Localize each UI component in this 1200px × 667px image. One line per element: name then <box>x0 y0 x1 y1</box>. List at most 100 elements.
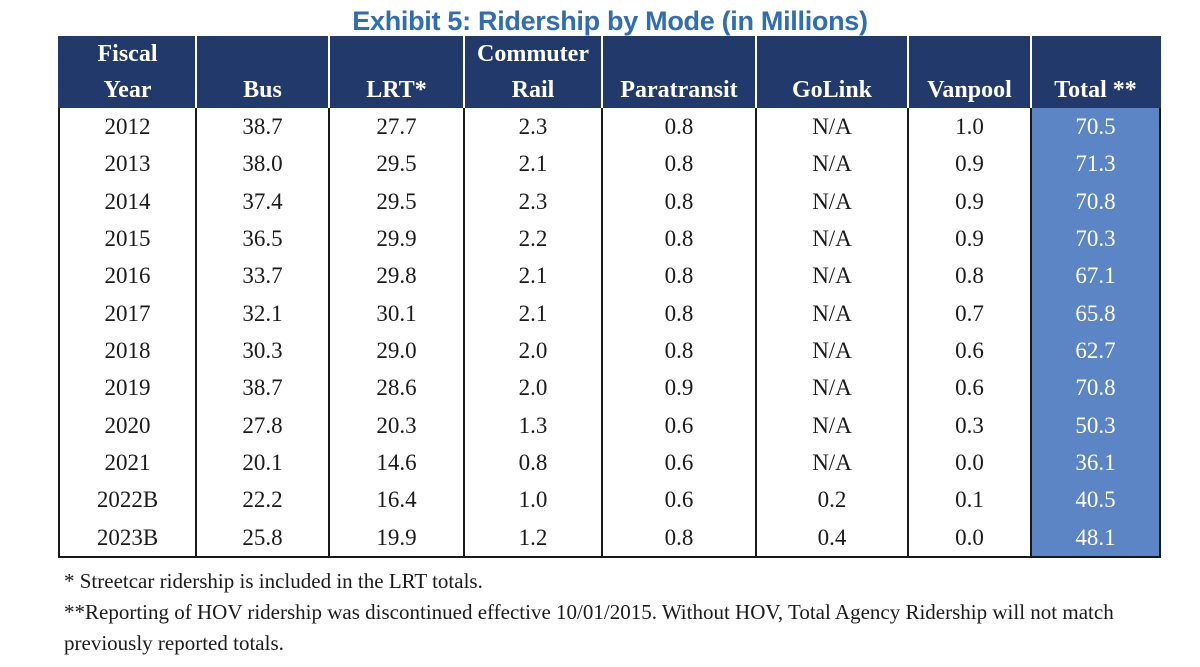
cell-van: 0.6 <box>907 331 1032 370</box>
table-header: Fiscal Commuter Year Bus LRT* Rail Parat… <box>58 36 1161 108</box>
cell-bus: 27.8 <box>195 406 330 444</box>
cell-golink: N/A <box>755 219 909 258</box>
cell-year: 2016 <box>58 257 197 295</box>
cell-total: 71.3 <box>1030 145 1161 183</box>
cell-year: 2015 <box>58 219 197 258</box>
cell-rail: 2.2 <box>463 219 603 258</box>
cell-lrt: 29.9 <box>328 219 465 258</box>
cell-lrt: 30.1 <box>328 294 465 332</box>
cell-van: 0.3 <box>907 406 1032 444</box>
cell-lrt: 29.0 <box>328 331 465 370</box>
cell-year: 2020 <box>58 406 197 444</box>
cell-bus: 25.8 <box>195 518 330 559</box>
cell-bus: 38.7 <box>195 369 330 407</box>
table-row: 2014 37.4 29.5 2.3 0.8 N/A 0.9 70.8 <box>58 182 1161 220</box>
cell-total: 62.7 <box>1030 331 1161 370</box>
cell-bus: 33.7 <box>195 257 330 295</box>
cell-para: 0.8 <box>601 331 757 370</box>
cell-van: 0.9 <box>907 182 1032 220</box>
table-row: 2019 38.7 28.6 2.0 0.9 N/A 0.6 70.8 <box>58 369 1161 407</box>
cell-rail: 2.3 <box>463 108 603 146</box>
cell-van: 0.6 <box>907 369 1032 407</box>
cell-para: 0.6 <box>601 481 757 519</box>
cell-para: 0.8 <box>601 518 757 559</box>
table-row: 2017 32.1 30.1 2.1 0.8 N/A 0.7 65.8 <box>58 294 1161 332</box>
cell-year: 2012 <box>58 108 197 146</box>
header-row-1: Fiscal Commuter <box>58 36 1161 70</box>
cell-rail: 2.1 <box>463 257 603 295</box>
cell-bus: 37.4 <box>195 182 330 220</box>
header-rail-line1: Commuter <box>463 36 603 70</box>
header-golink-line1 <box>755 36 909 70</box>
cell-year: 2022B <box>58 481 197 519</box>
cell-total: 70.8 <box>1030 182 1161 220</box>
cell-year: 2023B <box>58 518 197 559</box>
footnotes: * Streetcar ridership is included in the… <box>64 566 1184 659</box>
header-lrt-line1 <box>328 36 465 70</box>
cell-year: 2014 <box>58 182 197 220</box>
cell-year: 2019 <box>58 369 197 407</box>
cell-golink: N/A <box>755 406 909 444</box>
header-van-line1 <box>907 36 1032 70</box>
cell-golink: N/A <box>755 257 909 295</box>
cell-total: 40.5 <box>1030 481 1161 519</box>
cell-total: 67.1 <box>1030 257 1161 295</box>
header-row-2: Year Bus LRT* Rail Paratransit GoLink Va… <box>58 70 1161 108</box>
cell-rail: 1.0 <box>463 481 603 519</box>
table-row: 2022B 22.2 16.4 1.0 0.6 0.2 0.1 40.5 <box>58 481 1161 519</box>
cell-year: 2013 <box>58 145 197 183</box>
cell-para: 0.8 <box>601 145 757 183</box>
cell-bus: 20.1 <box>195 443 330 482</box>
header-year-line1: Fiscal <box>58 36 197 70</box>
table-row: 2021 20.1 14.6 0.8 0.6 N/A 0.0 36.1 <box>58 443 1161 482</box>
cell-bus: 32.1 <box>195 294 330 332</box>
cell-para: 0.6 <box>601 443 757 482</box>
cell-para: 0.8 <box>601 294 757 332</box>
table-row: 2023B 25.8 19.9 1.2 0.8 0.4 0.0 48.1 <box>58 518 1161 559</box>
cell-van: 0.0 <box>907 518 1032 559</box>
cell-total: 70.8 <box>1030 369 1161 407</box>
cell-year: 2021 <box>58 443 197 482</box>
cell-lrt: 16.4 <box>328 481 465 519</box>
cell-golink: N/A <box>755 294 909 332</box>
cell-golink: N/A <box>755 331 909 370</box>
table-row: 2015 36.5 29.9 2.2 0.8 N/A 0.9 70.3 <box>58 219 1161 258</box>
cell-para: 0.9 <box>601 369 757 407</box>
cell-bus: 30.3 <box>195 331 330 370</box>
cell-total: 48.1 <box>1030 518 1161 559</box>
cell-van: 0.8 <box>907 257 1032 295</box>
cell-lrt: 28.6 <box>328 369 465 407</box>
header-para-line1 <box>601 36 757 70</box>
cell-lrt: 20.3 <box>328 406 465 444</box>
cell-bus: 36.5 <box>195 219 330 258</box>
cell-lrt: 29.8 <box>328 257 465 295</box>
cell-year: 2017 <box>58 294 197 332</box>
cell-golink: N/A <box>755 443 909 482</box>
cell-van: 0.0 <box>907 443 1032 482</box>
header-rail-line2: Rail <box>463 70 603 108</box>
cell-year: 2018 <box>58 331 197 370</box>
cell-lrt: 29.5 <box>328 145 465 183</box>
cell-para: 0.6 <box>601 406 757 444</box>
cell-rail: 2.0 <box>463 331 603 370</box>
table-row: 2013 38.0 29.5 2.1 0.8 N/A 0.9 71.3 <box>58 145 1161 183</box>
cell-bus: 38.0 <box>195 145 330 183</box>
cell-rail: 2.1 <box>463 145 603 183</box>
cell-golink: N/A <box>755 369 909 407</box>
cell-rail: 2.3 <box>463 182 603 220</box>
cell-total: 65.8 <box>1030 294 1161 332</box>
table-row: 2016 33.7 29.8 2.1 0.8 N/A 0.8 67.1 <box>58 257 1161 295</box>
cell-lrt: 14.6 <box>328 443 465 482</box>
cell-rail: 1.3 <box>463 406 603 444</box>
header-year-line2: Year <box>58 70 197 108</box>
cell-para: 0.8 <box>601 257 757 295</box>
cell-van: 1.0 <box>907 108 1032 146</box>
cell-total: 70.3 <box>1030 219 1161 258</box>
header-van-line2: Vanpool <box>907 70 1032 108</box>
cell-golink: N/A <box>755 108 909 146</box>
header-bus-line1 <box>195 36 330 70</box>
cell-golink: N/A <box>755 182 909 220</box>
footnote-streetcar: * Streetcar ridership is included in the… <box>64 569 483 593</box>
cell-van: 0.9 <box>907 145 1032 183</box>
footnote-hov: **Reporting of HOV ridership was discont… <box>64 600 1114 655</box>
